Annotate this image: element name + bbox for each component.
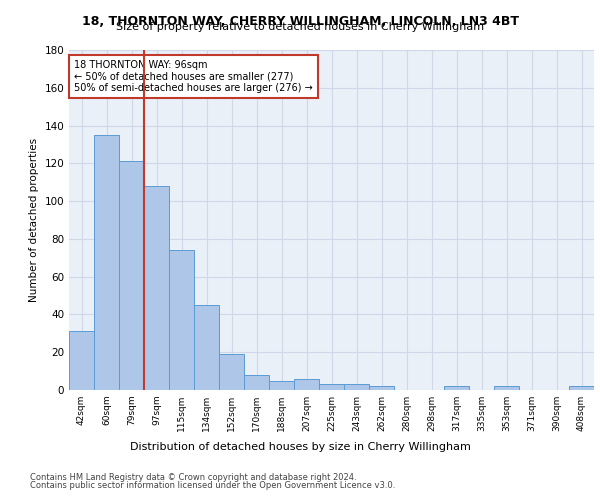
Text: 18 THORNTON WAY: 96sqm
← 50% of detached houses are smaller (277)
50% of semi-de: 18 THORNTON WAY: 96sqm ← 50% of detached…	[74, 60, 313, 94]
Bar	[569, 386, 594, 390]
Bar	[444, 386, 469, 390]
Text: Contains HM Land Registry data © Crown copyright and database right 2024.: Contains HM Land Registry data © Crown c…	[30, 472, 356, 482]
Bar	[344, 384, 369, 390]
Text: Contains public sector information licensed under the Open Government Licence v3: Contains public sector information licen…	[30, 481, 395, 490]
Bar	[244, 375, 269, 390]
Bar	[319, 384, 344, 390]
Bar	[119, 162, 144, 390]
Text: Distribution of detached houses by size in Cherry Willingham: Distribution of detached houses by size …	[130, 442, 470, 452]
Y-axis label: Number of detached properties: Number of detached properties	[29, 138, 39, 302]
Bar	[69, 332, 94, 390]
Text: Size of property relative to detached houses in Cherry Willingham: Size of property relative to detached ho…	[116, 22, 484, 32]
Bar	[494, 386, 519, 390]
Bar	[94, 135, 119, 390]
Text: 18, THORNTON WAY, CHERRY WILLINGHAM, LINCOLN, LN3 4BT: 18, THORNTON WAY, CHERRY WILLINGHAM, LIN…	[82, 15, 518, 28]
Bar	[219, 354, 244, 390]
Bar	[294, 378, 319, 390]
Bar	[369, 386, 394, 390]
Bar	[144, 186, 169, 390]
Bar	[269, 380, 294, 390]
Bar	[194, 305, 219, 390]
Bar	[169, 250, 194, 390]
